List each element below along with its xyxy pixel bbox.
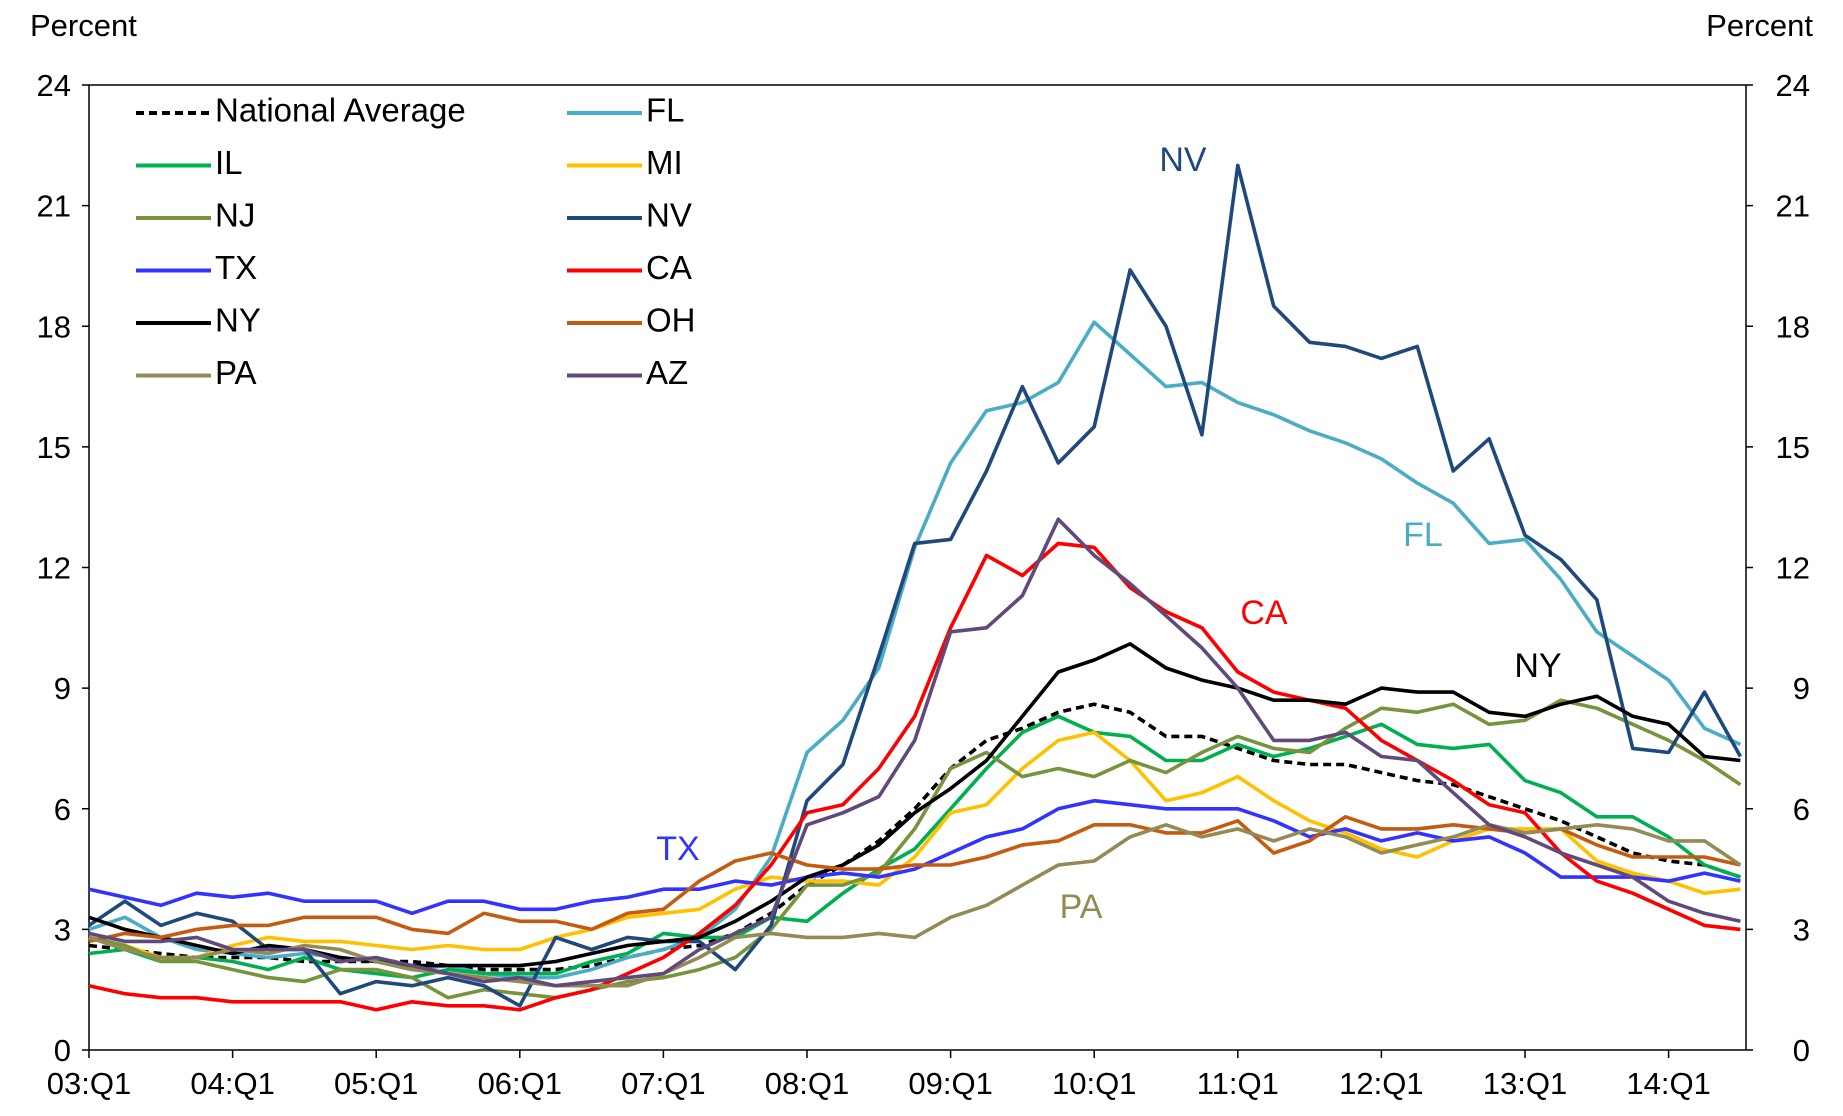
series-line: [88, 541, 1741, 1012]
legend-label: IL: [215, 144, 243, 181]
legend-label: CA: [646, 249, 692, 286]
series-line: [87, 163, 1742, 1008]
series-line: [88, 730, 1741, 960]
y2-tick-label: 3: [1793, 912, 1810, 947]
y2-tick-label: 24: [1776, 68, 1810, 103]
legend-label: NV: [646, 197, 692, 234]
y-tick-label: 12: [37, 551, 71, 586]
y-tick-label: 6: [54, 792, 71, 827]
y2-tick-label: 15: [1776, 430, 1810, 465]
y2-tick-label: 9: [1793, 671, 1810, 706]
x-tick-label: 03:Q1: [47, 1066, 131, 1101]
annotation: CA: [1240, 594, 1288, 632]
y2-tick-label: 18: [1776, 309, 1810, 344]
series-line: [88, 798, 1741, 916]
x-tick-label: 04:Q1: [190, 1066, 274, 1101]
annotation: FL: [1403, 516, 1443, 554]
y2-tick-label: 12: [1776, 551, 1810, 586]
y2-tick-label: 0: [1793, 1033, 1810, 1068]
x-tick-label: 14:Q1: [1626, 1066, 1710, 1101]
annotation: NY: [1514, 647, 1561, 685]
y-tick-label: 15: [37, 430, 71, 465]
legend-label: TX: [215, 249, 257, 286]
y2-axis-label: Percent: [1706, 8, 1813, 43]
series-line: [88, 714, 1741, 980]
x-tick-label: 08:Q1: [765, 1066, 849, 1101]
y-axis-label: Percent: [30, 8, 137, 43]
x-tick-label: 06:Q1: [478, 1066, 562, 1101]
y-tick-label: 3: [54, 912, 71, 947]
series-line: [88, 815, 1741, 944]
x-tick-label: 11:Q1: [1197, 1066, 1279, 1101]
series-line: [88, 517, 1741, 988]
x-tick-label: 13:Q1: [1483, 1066, 1567, 1101]
x-tick-label: 07:Q1: [621, 1066, 705, 1101]
legend-label: PA: [215, 354, 257, 391]
legend-label: NJ: [215, 197, 255, 234]
y2-tick-label: 6: [1793, 792, 1810, 827]
y2-tick-label: 21: [1776, 189, 1810, 224]
x-tick-label: 12:Q1: [1339, 1066, 1423, 1101]
legend-label: National Average: [215, 92, 466, 129]
legend-label: OH: [646, 302, 696, 339]
legend-label: NY: [215, 302, 261, 339]
legend-label: MI: [646, 144, 683, 181]
legend-label: AZ: [646, 354, 688, 391]
annotation: NV: [1159, 141, 1207, 179]
x-tick-label: 05:Q1: [334, 1066, 418, 1101]
y-tick-label: 24: [37, 68, 71, 103]
legend-label: FL: [646, 92, 685, 129]
series-line: [88, 320, 1742, 980]
y-tick-label: 9: [54, 671, 71, 706]
annotation: TX: [656, 830, 699, 868]
y-tick-label: 18: [37, 309, 71, 344]
series-line: [88, 698, 1742, 1000]
annotation: PA: [1060, 888, 1103, 926]
x-tick-label: 09:Q1: [908, 1066, 992, 1101]
y-tick-label: 0: [54, 1033, 71, 1068]
y-tick-label: 21: [37, 189, 71, 224]
x-tick-label: 10:Q1: [1052, 1066, 1136, 1101]
